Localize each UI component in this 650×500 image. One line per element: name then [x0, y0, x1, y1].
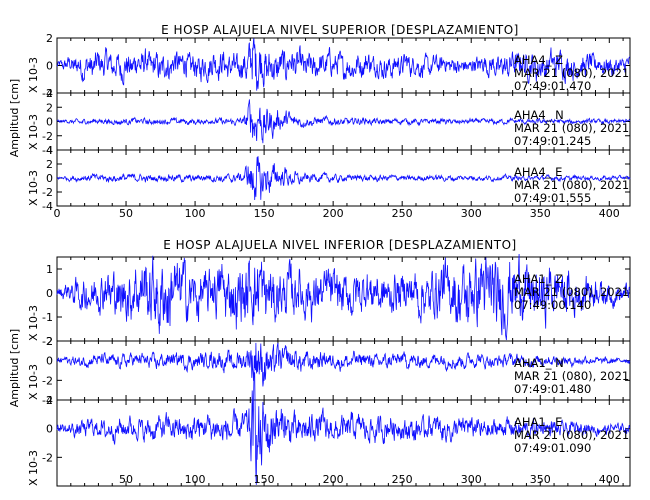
channel-annotation-line: MAR 21 (080), 2021	[514, 66, 629, 80]
y-tick-label: 2	[46, 394, 53, 407]
y-tick-label: -2	[42, 335, 53, 348]
y-tick-label: 4	[46, 144, 53, 157]
y-tick-label: 2	[46, 335, 53, 348]
x-tick-label: 200	[323, 473, 344, 486]
y-tick-label: 4	[46, 87, 53, 100]
y-tick-label: 0	[46, 60, 53, 73]
channel-annotation-line: 07:49:01.090	[514, 441, 591, 455]
y-tick-label: -2	[42, 186, 53, 199]
waveform-trace	[56, 342, 631, 387]
scale-label: X 10-3	[27, 170, 40, 206]
panel-1: E HOSP ALAJUELA NIVEL SUPERIOR [DESPLAZA…	[8, 23, 631, 220]
channel-annotation-line: AHA1_ N	[514, 356, 564, 370]
channel-annotation-line: MAR 21 (080), 2021	[514, 178, 629, 192]
x-tick-label: 100	[185, 473, 206, 486]
y-tick-label: -2	[42, 451, 53, 464]
y-axis-label: Amplitud [cm]	[8, 79, 21, 157]
channel-annotation-line: 07:49:01.470	[514, 79, 591, 93]
channel-annotation-line: AHA4_ E	[514, 165, 562, 179]
x-tick-label: 300	[461, 473, 482, 486]
y-tick-label: 0	[46, 287, 53, 300]
x-tick-label: 250	[392, 473, 413, 486]
scale-label: X 10-3	[27, 114, 40, 150]
scale-label: X 10-3	[27, 450, 40, 486]
channel-annotation-line: 07:49:01.555	[514, 191, 591, 205]
x-tick-label: 50	[119, 473, 133, 486]
y-tick-label: 2	[46, 32, 53, 45]
panel-title: E HOSP ALAJUELA NIVEL SUPERIOR [DESPLAZA…	[161, 23, 519, 37]
waveform-trace	[56, 371, 631, 485]
x-tick-label: 200	[323, 207, 344, 220]
x-tick-label: 150	[254, 473, 275, 486]
x-tick-label: 0	[54, 207, 61, 220]
channel-frame	[56, 399, 631, 487]
y-tick-label: -4	[42, 144, 53, 157]
y-tick-label: 2	[46, 158, 53, 171]
y-tick-label: -4	[42, 200, 53, 213]
y-tick-label: 0	[46, 172, 53, 185]
channel-annotation-line: 07:49:01.480	[514, 382, 591, 396]
scale-label: X 10-3	[27, 305, 40, 341]
x-tick-label: 300	[461, 207, 482, 220]
y-tick-label: -2	[42, 130, 53, 143]
channel-annotation-line: AHA1_ E	[514, 415, 562, 429]
y-tick-label: 0	[46, 355, 53, 368]
x-tick-label: 250	[392, 207, 413, 220]
x-tick-label: 350	[530, 473, 551, 486]
waveform-trace	[56, 99, 631, 144]
x-tick-label: 400	[599, 473, 620, 486]
y-axis-label: Amplitud [cm]	[8, 329, 21, 407]
x-tick-label: 150	[254, 207, 275, 220]
x-tick-label: 100	[185, 207, 206, 220]
waveform-trace	[56, 38, 631, 91]
channel-annotation-line: MAR 21 (080), 2021	[514, 121, 629, 135]
channel-annotation-line: AHA4_ Z	[514, 53, 563, 67]
panel-title: E HOSP ALAJUELA NIVEL INFERIOR [DESPLAZA…	[163, 238, 516, 252]
channel-annotation-line: AHA4_ N	[514, 108, 564, 122]
scale-label: X 10-3	[27, 364, 40, 400]
y-tick-label: 0	[46, 116, 53, 129]
scale-label: X 10-3	[27, 57, 40, 93]
y-tick-label: -1	[42, 311, 53, 324]
waveform-trace	[56, 253, 630, 341]
y-tick-label: -2	[42, 87, 53, 100]
y-tick-label: 2	[46, 101, 53, 114]
channel-annotation-line: 07:49:00.140	[514, 298, 591, 312]
waveform-trace	[56, 156, 631, 201]
panel-2: E HOSP ALAJUELA NIVEL INFERIOR [DESPLAZA…	[8, 238, 631, 487]
x-tick-label: 350	[530, 207, 551, 220]
channel-annotation-line: MAR 21 (080), 2021	[514, 428, 629, 442]
channel-annotation-line: MAR 21 (080), 2021	[514, 285, 629, 299]
channel-annotation-line: AHA1_ Z	[514, 272, 563, 286]
channel-annotation-line: 07:49:01.245	[514, 134, 591, 148]
y-tick-label: -2	[42, 374, 53, 387]
y-tick-label: 1	[46, 263, 53, 276]
channel-annotation-line: MAR 21 (080), 2021	[514, 369, 629, 383]
x-tick-label: 50	[119, 207, 133, 220]
x-tick-label: 400	[599, 207, 620, 220]
y-tick-label: 0	[46, 423, 53, 436]
y-tick-label: -4	[42, 394, 53, 407]
